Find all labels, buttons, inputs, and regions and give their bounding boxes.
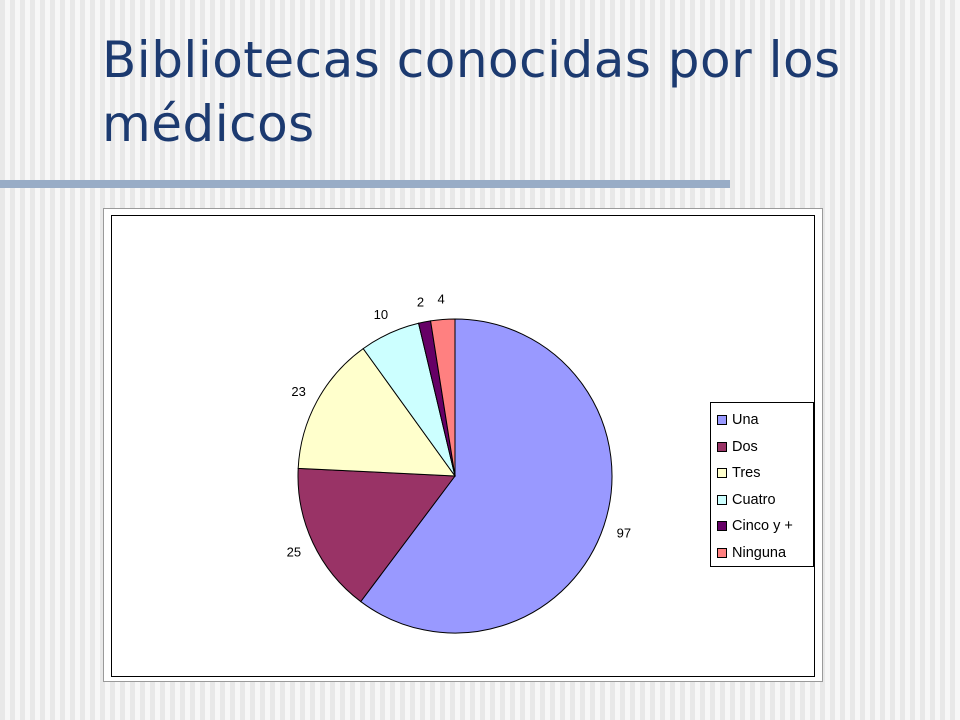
data-label: 10	[374, 307, 388, 322]
pie-slice-una	[360, 318, 613, 634]
legend-item: Ninguna	[717, 540, 813, 567]
data-label: 2	[417, 294, 424, 309]
legend-item: Dos	[717, 434, 813, 461]
data-label: 23	[291, 384, 305, 399]
legend-item: Cinco y +	[717, 513, 813, 540]
legend-swatch	[717, 468, 727, 479]
legend-swatch	[717, 441, 727, 452]
legend-label: Cuatro	[732, 491, 776, 508]
plot-area-border	[111, 215, 815, 677]
legend-item: Una	[717, 407, 813, 434]
chart-legend: Una Dos Tres Cuatro Cinco y + Ninguna	[710, 402, 814, 567]
legend-swatch	[717, 494, 727, 505]
legend-swatch	[717, 415, 727, 426]
pie-chart: 97 25 23 10 2 4	[287, 292, 631, 634]
data-label: 97	[617, 525, 631, 540]
legend-item: Tres	[717, 460, 813, 487]
legend-swatch	[717, 547, 727, 558]
legend-label: Una	[732, 412, 759, 429]
legend-label: Tres	[732, 465, 761, 482]
pie-slice-dos	[297, 467, 456, 603]
legend-label: Ninguna	[732, 544, 787, 561]
slide-title: Bibliotecas conocidas por los médicos	[102, 31, 841, 153]
chart-frame: 97 25 23 10 2 4 Una Dos Tres Cuatro Cinco y + Ning…	[103, 208, 823, 682]
legend-item: Cuatro	[717, 487, 813, 514]
legend-swatch	[717, 521, 727, 532]
legend-label: Cinco y +	[732, 518, 793, 535]
title-underline	[0, 180, 730, 188]
data-label: 25	[287, 545, 301, 560]
pie-slice-tres	[297, 347, 457, 477]
legend-label: Dos	[732, 438, 758, 455]
data-label: 4	[437, 292, 444, 307]
pie-slice-ninguna	[430, 318, 456, 477]
